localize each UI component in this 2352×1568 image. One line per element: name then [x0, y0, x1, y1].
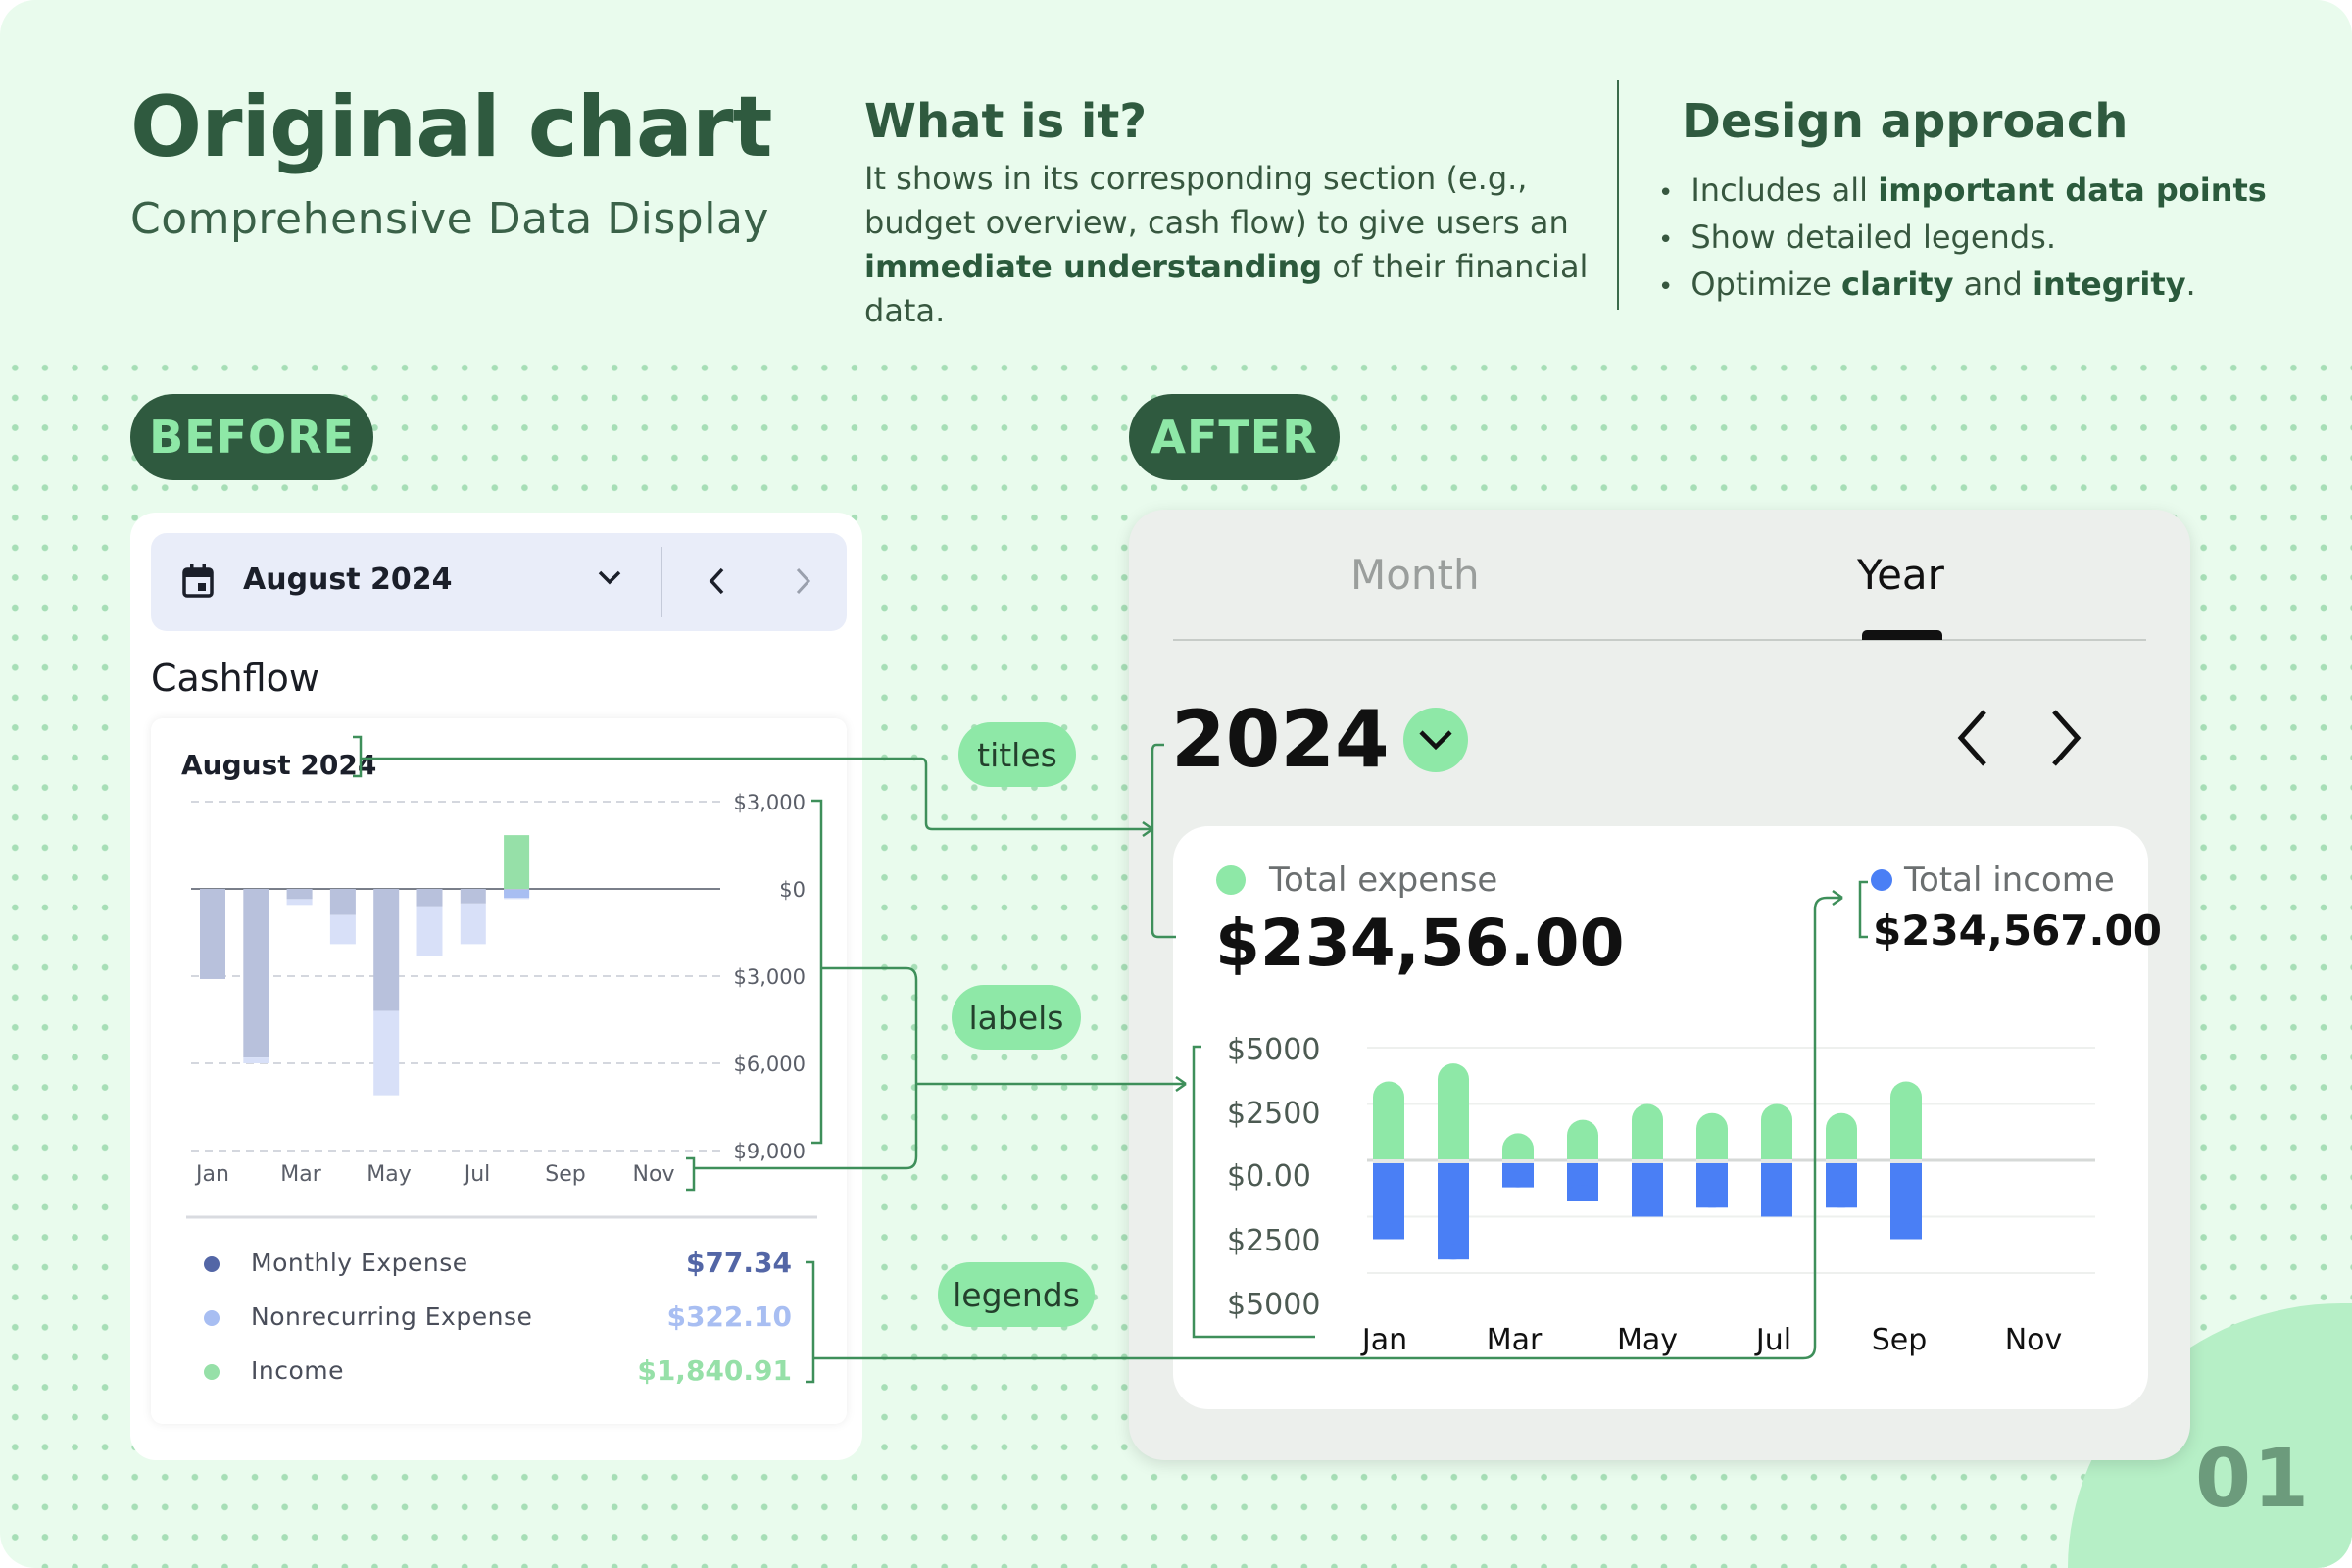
approach-bold: integrity — [2032, 266, 2186, 303]
after-badge: AFTER — [1129, 394, 1340, 480]
annotation-labels: labels — [952, 985, 1081, 1050]
what-description: It shows in its corresponding section (e… — [864, 157, 1590, 333]
legend-label: Income — [251, 1356, 344, 1385]
what-text-bold: immediate understanding — [864, 248, 1323, 285]
total-income-label: Total income — [1904, 860, 2115, 900]
legend-dot — [204, 1310, 220, 1326]
total-income-dot — [1871, 869, 1892, 891]
what-heading: What is it? — [864, 94, 1148, 149]
legend-dot — [204, 1364, 220, 1380]
tab-active-indicator — [1862, 630, 1942, 640]
approach-item: Includes all important data points — [1658, 169, 2267, 216]
approach-item: Optimize clarity and integrity. — [1658, 263, 2267, 310]
approach-bold: important data points — [1878, 172, 2267, 209]
calendar-icon — [182, 564, 214, 603]
page-title: Original chart — [130, 78, 772, 176]
total-expense-value: $234,56.00 — [1215, 906, 1625, 981]
tab-month[interactable]: Month — [1350, 551, 1480, 599]
approach-text: . — [2185, 266, 2196, 303]
page-number: 01 — [2195, 1433, 2312, 1526]
year-label: 2024 — [1171, 694, 1390, 785]
chevron-left-icon[interactable] — [708, 566, 727, 601]
date-selector-label: August 2024 — [243, 563, 453, 597]
legend-label: Monthly Expense — [251, 1249, 468, 1277]
what-text-part: It shows in its corresponding section (e… — [864, 160, 1569, 241]
approach-heading: Design approach — [1682, 94, 2129, 149]
chevron-right-icon[interactable] — [793, 566, 812, 601]
approach-text: Show detailed legends. — [1690, 219, 2056, 256]
legend-label: Nonrecurring Expense — [251, 1302, 533, 1331]
total-expense-dot — [1216, 865, 1246, 895]
approach-text: Optimize — [1690, 266, 1841, 303]
total-expense-label: Total expense — [1269, 860, 1498, 900]
chevron-left-icon — [1957, 710, 1986, 766]
legend-item-monthly-expense: Monthly Expense $77.34 — [196, 1245, 804, 1284]
chevron-right-icon — [2052, 710, 2082, 766]
chevron-down-icon[interactable] — [597, 568, 622, 591]
page-subtitle: Comprehensive Data Display — [130, 194, 769, 244]
approach-bold: clarity — [1841, 266, 1954, 303]
approach-item: Show detailed legends. — [1658, 216, 2267, 263]
what-text-part: of their financial data. — [864, 248, 1589, 329]
section-title: Cashflow — [151, 657, 319, 700]
approach-list: Includes all important data points Show … — [1658, 169, 2267, 310]
date-selector[interactable]: August 2024 — [151, 533, 847, 631]
before-badge: BEFORE — [130, 394, 373, 480]
approach-text: Includes all — [1690, 172, 1879, 209]
approach-text: and — [1953, 266, 2033, 303]
legend-item-income: Income $1,840.91 — [196, 1352, 804, 1392]
legend-value: $1,840.91 — [637, 1354, 792, 1387]
legend-value: $77.34 — [685, 1247, 792, 1279]
legend-dot — [204, 1256, 220, 1272]
total-income-value: $234,567.00 — [1873, 906, 2162, 955]
next-year-button[interactable] — [2048, 708, 2083, 773]
annotation-titles: titles — [958, 722, 1076, 787]
date-selector-divider — [661, 547, 662, 617]
year-dropdown-button[interactable] — [1403, 708, 1468, 772]
chevron-down-icon — [1419, 730, 1452, 751]
legend-value: $322.10 — [666, 1300, 792, 1333]
tab-bar-line — [1173, 639, 2146, 641]
tab-year[interactable]: Year — [1857, 551, 1944, 599]
prev-year-button[interactable] — [1955, 708, 1990, 773]
annotation-legends: legends — [938, 1262, 1095, 1327]
header-divider — [1617, 80, 1619, 310]
legend-item-nonrecurring-expense: Nonrecurring Expense $322.10 — [196, 1298, 804, 1338]
